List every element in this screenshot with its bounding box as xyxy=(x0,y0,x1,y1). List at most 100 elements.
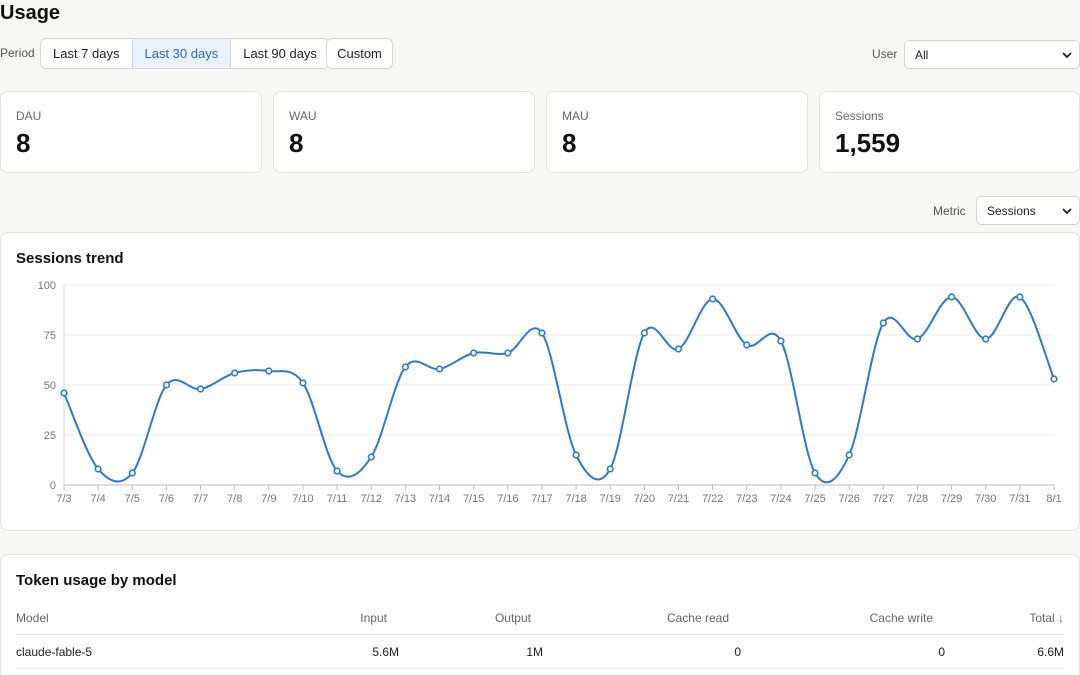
x-tick-label: 7/24 xyxy=(770,493,791,505)
stat-card-value: 1,559 xyxy=(835,128,901,158)
column-header-cache-write[interactable]: Cache write xyxy=(869,611,933,625)
column-header-output: Output xyxy=(494,611,531,625)
data-point xyxy=(640,329,648,337)
x-tick-label: 7/22 xyxy=(702,493,723,505)
x-tick-label: 7/26 xyxy=(838,493,859,505)
data-point xyxy=(1050,375,1058,383)
data-point xyxy=(367,453,375,461)
x-tick-label: 7/14 xyxy=(429,493,450,505)
stat-card-label: DAU xyxy=(16,109,42,123)
metric-filter-select[interactable]: Sessions xyxy=(976,196,1080,225)
cell-cache-read: 0 xyxy=(734,645,741,659)
data-point xyxy=(982,335,990,343)
data-point xyxy=(879,319,887,327)
data-point xyxy=(538,329,546,337)
column-header-cache-read: Cache read xyxy=(666,611,729,625)
stat-card-mau: MAU 8 xyxy=(546,91,808,173)
chevron-down-icon xyxy=(1062,52,1072,59)
data-point xyxy=(299,379,307,387)
y-tick-label: 25 xyxy=(44,430,56,442)
stat-card-dau: DAU 8 xyxy=(0,91,262,173)
cell-cache-write: 0 xyxy=(938,645,945,659)
stat-card-label: MAU xyxy=(562,109,589,123)
x-tick-label: 7/29 xyxy=(941,493,962,505)
x-tick-label: 7/21 xyxy=(668,493,689,505)
sessions-trend-panel: Sessions trend 0 25 50 75 100 7/3 7/4 7/5 7/6 7/7… xyxy=(0,232,1080,531)
cell-output: 1M xyxy=(526,645,543,659)
chart-title: Sessions trend xyxy=(16,250,124,267)
cell-total: 6.6M xyxy=(1037,645,1064,659)
x-tick-label: 7/30 xyxy=(975,493,996,505)
period-last-7-days-button[interactable]: Last 7 days xyxy=(41,39,133,68)
data-point xyxy=(504,349,512,357)
sessions-trend-chart: 0 25 50 75 100 7/3 7/4 7/5 7/6 7/7 7/8 7/9 7/10 7/11 7… xyxy=(38,280,1062,505)
x-tick-label: 7/20 xyxy=(634,493,655,505)
table-row-divider xyxy=(16,668,1064,669)
data-point xyxy=(265,367,273,375)
user-filter-value: All xyxy=(915,47,929,62)
data-point xyxy=(743,341,751,349)
x-tick-label: 7/11 xyxy=(327,493,348,505)
x-tick-label: 7/9 xyxy=(261,493,276,505)
period-custom-button[interactable]: Custom xyxy=(326,38,393,69)
x-tick-label: 7/27 xyxy=(873,493,894,505)
column-header-input: Input xyxy=(360,611,387,625)
y-tick-label: 0 xyxy=(50,480,56,492)
table-title: Token usage by model xyxy=(16,572,177,589)
series-line xyxy=(63,295,1055,484)
chevron-down-icon xyxy=(1062,208,1072,215)
x-tick-label: 7/3 xyxy=(56,493,71,505)
table-header-divider xyxy=(16,634,1064,635)
x-tick-label: 7/4 xyxy=(90,493,105,505)
column-header-total-sorted[interactable]: Total ↓ xyxy=(1029,611,1064,625)
data-point xyxy=(196,385,205,393)
period-segmented-control: Last 7 days Last 30 days Last 90 days xyxy=(40,38,330,69)
data-point xyxy=(947,293,956,301)
data-point xyxy=(162,381,171,389)
user-filter-select[interactable]: All xyxy=(904,40,1080,69)
data-point xyxy=(231,369,239,377)
x-tick-label: 7/15 xyxy=(463,493,484,505)
period-last-30-days-button[interactable]: Last 30 days xyxy=(132,39,232,68)
x-tick-label: 7/23 xyxy=(736,493,757,505)
data-point xyxy=(128,469,136,477)
y-tick-label: 75 xyxy=(44,330,56,342)
data-point xyxy=(572,451,580,459)
column-header-model: Model xyxy=(16,611,49,625)
x-tick-label: 7/19 xyxy=(599,493,620,505)
stat-card-value: 8 xyxy=(16,128,31,158)
x-tick-label: 7/25 xyxy=(804,493,825,505)
x-tick-label: 8/1 xyxy=(1046,493,1061,505)
data-point xyxy=(845,451,853,459)
metric-filter-label: Metric xyxy=(933,204,966,218)
stat-card-sessions: Sessions 1,559 xyxy=(819,91,1080,173)
x-tick-label: 7/7 xyxy=(193,493,208,505)
stat-card-label: Sessions xyxy=(835,109,884,123)
metric-filter-value: Sessions xyxy=(987,203,1036,218)
y-tick-label: 100 xyxy=(38,280,56,292)
stat-card-value: 8 xyxy=(562,128,577,158)
x-tick-label: 7/12 xyxy=(361,493,382,505)
cell-model: claude-fable-5 xyxy=(16,645,93,659)
x-tick-label: 7/18 xyxy=(565,493,586,505)
page-title: Usage xyxy=(0,2,61,24)
cell-input: 5.6M xyxy=(372,645,399,659)
x-tick-label: 7/5 xyxy=(125,493,140,505)
data-point xyxy=(674,345,683,353)
user-filter-label: User xyxy=(872,47,898,61)
token-usage-panel: Token usage by model Model Input Output … xyxy=(0,554,1080,675)
x-tick-label: 7/13 xyxy=(395,493,416,505)
data-point xyxy=(333,467,341,475)
data-point xyxy=(470,349,478,357)
x-tick-label: 7/17 xyxy=(531,493,552,505)
stat-card-value: 8 xyxy=(289,128,304,158)
period-last-90-days-button[interactable]: Last 90 days xyxy=(243,46,317,61)
x-tick-label: 7/31 xyxy=(1009,493,1030,505)
x-tick-label: 7/16 xyxy=(497,493,518,505)
data-point xyxy=(1016,293,1024,301)
data-point xyxy=(913,335,922,343)
y-tick-label: 50 xyxy=(44,380,56,392)
stat-card-label: WAU xyxy=(289,109,317,123)
data-point xyxy=(60,389,68,397)
data-point xyxy=(606,465,614,473)
